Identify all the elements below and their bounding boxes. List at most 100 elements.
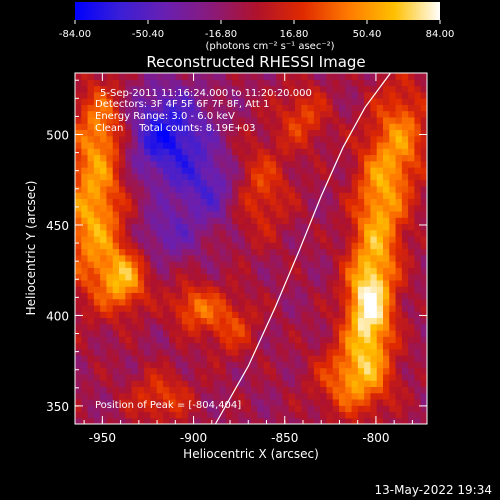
heatmap-cell	[295, 85, 302, 93]
heatmap-cell	[100, 229, 108, 237]
heatmap-cell	[150, 104, 158, 112]
heatmap-cell	[75, 242, 82, 250]
heatmap-cell	[263, 323, 271, 331]
heatmap-cell	[301, 217, 309, 225]
heatmap-cell	[307, 373, 315, 381]
heatmap-cell	[295, 192, 302, 199]
heatmap-cell	[125, 373, 133, 381]
heatmap-cell	[282, 148, 290, 156]
heatmap-cell	[414, 185, 422, 193]
heatmap-cell	[232, 311, 240, 319]
heatmap-cell	[395, 380, 403, 387]
heatmap-cell	[175, 73, 183, 80]
heatmap-cell	[263, 192, 271, 199]
heatmap-cell	[295, 98, 302, 105]
heatmap-cell	[357, 167, 365, 174]
heatmap-cell	[364, 342, 372, 350]
heatmap-cell	[345, 254, 353, 262]
heatmap-cell	[225, 392, 233, 400]
heatmap-cell	[156, 154, 164, 162]
heatmap-cell	[307, 355, 315, 362]
heatmap-cell	[106, 411, 114, 419]
heatmap-cell	[408, 367, 416, 375]
heatmap-cell	[389, 273, 397, 281]
heatmap-cell	[75, 141, 82, 149]
heatmap-cell	[376, 179, 384, 187]
heatmap-cell	[106, 85, 114, 93]
heatmap-cell	[295, 129, 302, 137]
heatmap-cell	[119, 73, 126, 80]
heatmap-cell	[383, 261, 390, 268]
heatmap-cell	[332, 254, 340, 262]
heatmap-cell	[150, 223, 158, 231]
heatmap-cell	[200, 185, 208, 193]
heatmap-cell	[244, 179, 252, 187]
heatmap-cell	[364, 210, 372, 218]
heatmap-cell	[257, 311, 265, 319]
heatmap-cell	[295, 392, 302, 400]
heatmap-cell	[370, 185, 378, 193]
heatmap-cell	[389, 380, 397, 387]
heatmap-cell	[225, 160, 233, 168]
heatmap-cell	[257, 411, 265, 419]
heatmap-cell	[87, 104, 95, 112]
heatmap-cell	[295, 317, 302, 325]
heatmap-cell	[106, 386, 114, 394]
heatmap-cell	[213, 311, 221, 319]
heatmap-cell	[326, 336, 334, 344]
heatmap-cell	[200, 85, 208, 93]
heatmap-cell	[288, 135, 296, 143]
heatmap-cell	[345, 116, 353, 124]
heatmap-cell	[137, 185, 145, 193]
heatmap-cell	[376, 148, 384, 156]
heatmap-cell	[238, 192, 246, 199]
heatmap-cell	[93, 79, 101, 87]
heatmap-cell	[370, 123, 378, 131]
heatmap-cell	[339, 329, 346, 337]
heatmap-cell	[213, 273, 221, 281]
heatmap-cell	[100, 104, 108, 112]
heatmap-cell	[401, 386, 409, 394]
heatmap-cell	[125, 116, 133, 124]
heatmap-cell	[414, 98, 422, 105]
heatmap-cell	[112, 405, 120, 413]
heatmap-cell	[81, 179, 89, 187]
heatmap-cell	[307, 261, 315, 268]
heatmap-cell	[376, 267, 384, 275]
heatmap-cell	[276, 98, 284, 105]
heatmap-cell	[414, 104, 422, 112]
heatmap-cell	[420, 367, 427, 375]
heatmap-cell	[401, 223, 409, 231]
heatmap-cell	[288, 192, 296, 199]
heatmap-cell	[194, 223, 202, 231]
heatmap-cell	[257, 98, 265, 105]
heatmap-cell	[144, 173, 152, 181]
heatmap-cell	[395, 167, 403, 174]
heatmap-cell	[339, 261, 346, 268]
heatmap-cell	[276, 405, 284, 413]
heatmap-cell	[357, 279, 365, 287]
heatmap-cell	[389, 104, 397, 112]
heatmap-cell	[263, 123, 271, 131]
heatmap-cell	[288, 223, 296, 231]
heatmap-cell	[263, 336, 271, 344]
heatmap-cell	[313, 348, 321, 356]
heatmap-cell	[351, 98, 359, 105]
heatmap-cell	[87, 79, 95, 87]
heatmap-cell	[106, 267, 114, 275]
heatmap-cell	[244, 173, 252, 181]
heatmap-cell	[213, 123, 221, 131]
heatmap-cell	[232, 235, 240, 243]
heatmap-cell	[156, 336, 164, 344]
heatmap-cell	[112, 411, 120, 419]
heatmap-cell	[175, 417, 183, 424]
heatmap-cell	[251, 135, 258, 143]
heatmap-cell	[112, 242, 120, 250]
heatmap-cell	[408, 148, 416, 156]
heatmap-cell	[244, 104, 252, 112]
heatmap-cell	[326, 167, 334, 174]
heatmap-cell	[357, 311, 365, 319]
heatmap-cell	[163, 286, 170, 293]
heatmap-cell	[389, 154, 397, 162]
heatmap-cell	[364, 254, 372, 262]
